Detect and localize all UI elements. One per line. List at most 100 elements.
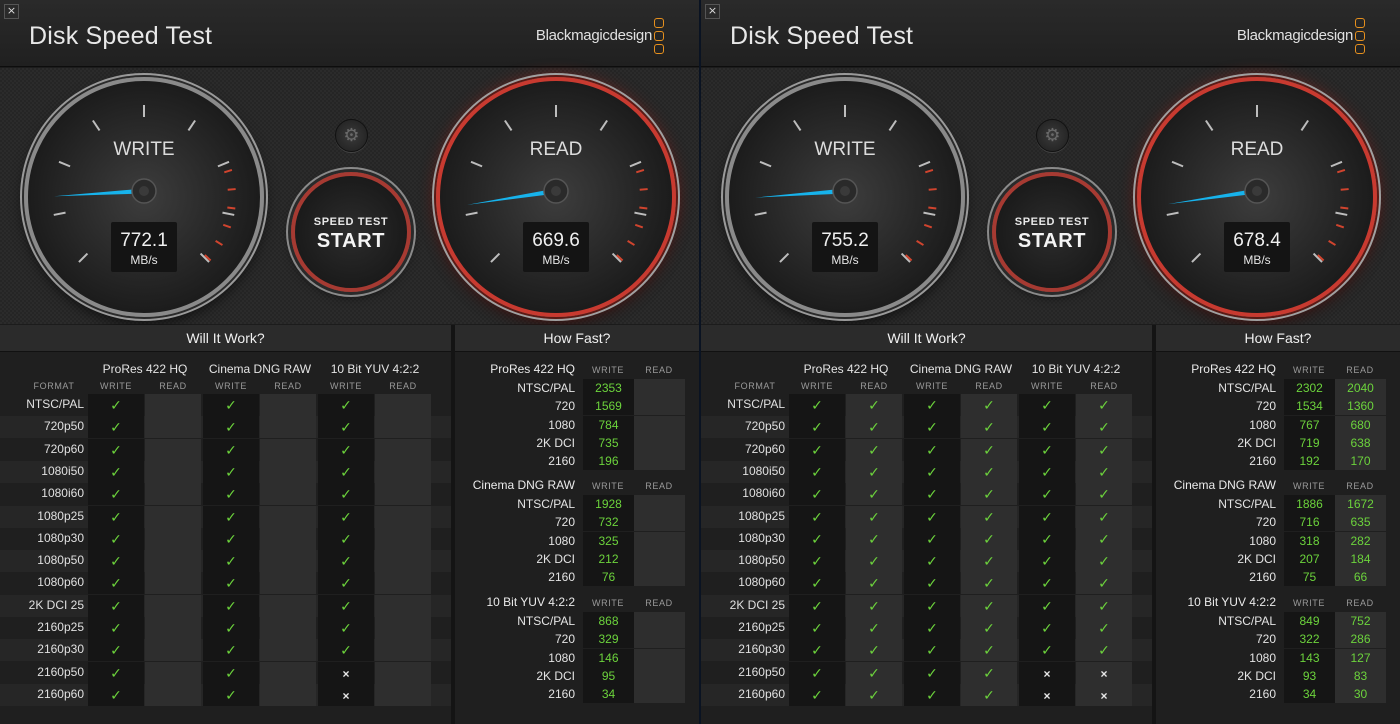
- format-name: 2160p60: [37, 686, 84, 701]
- gauge-tick: [470, 160, 483, 168]
- checkmark-icon: ✓: [110, 530, 122, 547]
- checkmark-icon: ✓: [340, 486, 352, 503]
- checkmark-icon: ✓: [983, 486, 995, 503]
- close-icon[interactable]: ×: [705, 4, 720, 19]
- gauge-tick: [1205, 119, 1214, 132]
- checkmark-icon: ✓: [110, 486, 122, 503]
- write-result-cell: ✓: [1019, 617, 1075, 639]
- format-row: 2160p30 ✓ ✓ ✓ ✓ ✓ ✓: [701, 639, 1152, 662]
- cross-icon: ×: [1100, 666, 1108, 681]
- write-result-cell: ✓: [203, 394, 259, 416]
- gauge-tick: [53, 211, 66, 216]
- checkmark-icon: ✓: [225, 397, 237, 413]
- speed-row: 1080 143 127: [1156, 648, 1400, 667]
- write-fps-value: 322: [1284, 630, 1335, 649]
- read-result-cell: [145, 527, 201, 550]
- speed-row: 2K DCI 735: [455, 433, 699, 452]
- gauge-tick: [490, 252, 501, 263]
- write-result-cell: ✓: [318, 594, 374, 617]
- read-result-cell: ✓: [961, 416, 1017, 439]
- write-subheader: WRITE: [1293, 365, 1325, 375]
- speed-row: 2160 196: [455, 452, 699, 471]
- write-result-cell: ✓: [1019, 438, 1075, 461]
- write-result-cell: ✓: [318, 639, 374, 662]
- read-result-cell: [260, 527, 316, 550]
- cross-icon: ×: [1100, 688, 1108, 703]
- read-result-cell: [375, 483, 431, 506]
- write-fps-value: 1928: [583, 495, 634, 513]
- read-result-cell: ✓: [961, 572, 1017, 595]
- read-fps-value: 1672: [1335, 495, 1386, 513]
- write-speed-value: 772.1: [120, 230, 168, 251]
- write-result-cell: ✓: [318, 550, 374, 573]
- speed-test-start-button[interactable]: SPEED TEST START: [992, 172, 1112, 292]
- gauge-needle: [54, 188, 145, 197]
- format-name: 1080p60: [738, 575, 785, 590]
- format-name: 2K DCI: [536, 435, 575, 450]
- gauge-tick: [1191, 252, 1202, 263]
- write-result-cell: ✓: [203, 505, 259, 528]
- checkmark-icon: ✓: [340, 419, 352, 436]
- write-result-cell: ✓: [88, 617, 144, 639]
- format-name: NTSC/PAL: [517, 497, 575, 511]
- write-result-cell: ✓: [789, 639, 845, 662]
- read-result-cell: ✓: [961, 438, 1017, 461]
- checkmark-icon: ✓: [1041, 508, 1053, 525]
- read-result-cell: ✓: [846, 438, 902, 461]
- logo-square: [654, 44, 664, 54]
- format-name: 2160p25: [37, 620, 84, 634]
- checkmark-icon: ✓: [225, 508, 237, 525]
- write-result-cell: ✓: [88, 483, 144, 506]
- read-gauge-dial: [465, 105, 648, 263]
- read-gauge: READ 669.6 MB/s: [436, 77, 676, 317]
- close-icon[interactable]: ×: [4, 4, 19, 19]
- checkmark-icon: ✓: [110, 664, 122, 681]
- checkmark-icon: ✓: [983, 508, 995, 525]
- format-row: 1080p60 ✓ ✓ ✓ ✓ ✓ ✓: [701, 572, 1152, 595]
- read-fps-value: 127: [1335, 648, 1386, 667]
- read-fps-value: 66: [1335, 568, 1386, 587]
- write-result-cell: ✓: [904, 527, 960, 550]
- read-fps-value: [634, 495, 685, 513]
- panel-divider: [451, 325, 455, 724]
- write-fps-value: 735: [583, 433, 634, 452]
- write-result-cell: ✓: [203, 483, 259, 506]
- gear-icon[interactable]: ⚙: [1036, 119, 1069, 152]
- read-result-cell: [375, 594, 431, 617]
- format-name: 720: [1255, 515, 1276, 530]
- checkmark-icon: ✓: [926, 597, 938, 614]
- cross-icon: ×: [342, 688, 350, 703]
- checkmark-icon: ✓: [1098, 575, 1110, 592]
- read-result-cell: [260, 572, 316, 595]
- speed-test-start-button[interactable]: SPEED TEST START: [291, 172, 411, 292]
- format-name: 1080p25: [738, 508, 785, 523]
- write-speed-unit: MB/s: [831, 253, 859, 267]
- read-subheader: READ: [975, 381, 1003, 391]
- read-fps-value: 282: [1335, 531, 1386, 550]
- checkmark-icon: ✓: [868, 575, 880, 592]
- write-fps-value: 1886: [1284, 495, 1335, 513]
- cross-icon: ×: [1043, 666, 1051, 681]
- write-value-box: 755.2 MB/s: [812, 222, 878, 272]
- checkmark-icon: ✓: [1041, 575, 1053, 592]
- read-fps-value: [634, 433, 685, 452]
- gauge-redline-tick: [227, 188, 236, 191]
- checkmark-icon: ✓: [110, 642, 122, 659]
- read-result-cell: [145, 639, 201, 662]
- read-result-cell: [375, 438, 431, 461]
- format-name: 1080i60: [742, 486, 785, 501]
- read-result-cell: [145, 617, 201, 639]
- read-result-cell: [375, 572, 431, 595]
- checkmark-icon: ✓: [340, 441, 352, 458]
- gear-icon[interactable]: ⚙: [335, 119, 368, 152]
- write-result-cell: ✓: [88, 460, 144, 483]
- format-name: NTSC/PAL: [727, 397, 785, 411]
- format-name: 1080: [548, 417, 575, 432]
- read-result-cell: [260, 438, 316, 461]
- read-fps-value: [634, 415, 685, 434]
- read-result-cell: [375, 639, 431, 662]
- read-subheader: READ: [1346, 481, 1374, 491]
- gauge-tick: [599, 119, 608, 132]
- read-result-cell: [375, 683, 431, 706]
- read-result-cell: ✓: [846, 661, 902, 684]
